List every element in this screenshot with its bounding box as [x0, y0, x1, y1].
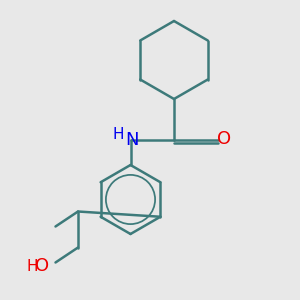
Text: H: H [113, 127, 124, 142]
Text: O: O [217, 130, 231, 148]
Text: O: O [35, 257, 49, 275]
Text: N: N [125, 131, 139, 149]
Text: H: H [26, 259, 38, 274]
